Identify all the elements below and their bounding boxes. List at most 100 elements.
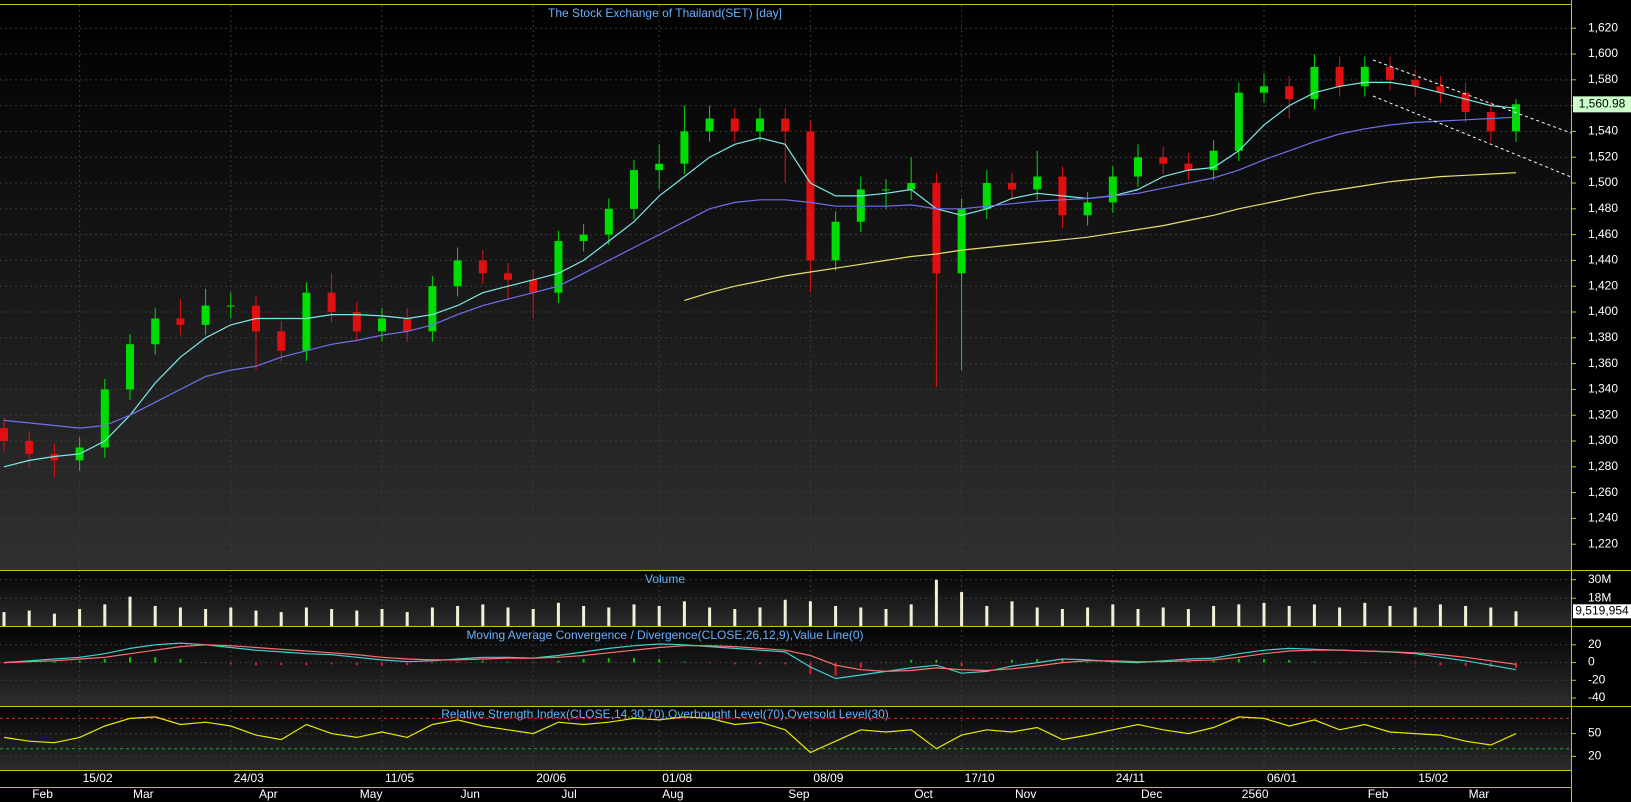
- y-tick-label: 1,620: [1588, 20, 1618, 34]
- y-tick-label: -40: [1588, 690, 1606, 704]
- candle-body: [352, 312, 361, 332]
- candle-body: [126, 344, 134, 390]
- histogram-bar: [1011, 659, 1013, 663]
- volume-bar: [582, 605, 586, 626]
- candle-body: [1134, 157, 1142, 177]
- volume-bar: [2, 612, 6, 626]
- histogram-bar: [481, 660, 484, 663]
- histogram-bar: [456, 661, 459, 663]
- y-tick-label: 20: [1588, 749, 1602, 763]
- candle-body: [25, 441, 34, 454]
- candle-body: [50, 453, 59, 461]
- histogram-bar: [1389, 662, 1391, 664]
- volume-bar: [859, 607, 863, 626]
- candle-body: [882, 189, 890, 191]
- x-tick-label: 01/08: [662, 771, 692, 785]
- volume-bar: [1086, 607, 1090, 626]
- y-tick-label: 50: [1588, 726, 1602, 740]
- candle-body: [1411, 79, 1420, 87]
- histogram-bar: [103, 659, 106, 663]
- volume-bar: [1237, 604, 1241, 626]
- volume-bar: [1111, 604, 1115, 626]
- last-value-label: 9,519,954: [1575, 603, 1629, 617]
- volume-bar: [380, 609, 384, 626]
- volume-bar: [808, 601, 812, 626]
- histogram-bar: [406, 662, 409, 666]
- candle-body: [781, 118, 790, 132]
- label-layer: 1,220 1,240 1,260 1,280 1,300 1,320 1,340 1,360…: [32, 20, 1631, 801]
- last-price-label: 1,560.98: [1579, 97, 1626, 111]
- histogram-bar: [129, 657, 131, 663]
- histogram-bar: [633, 658, 635, 663]
- volume-bar: [430, 607, 434, 626]
- volume-bar: [78, 609, 82, 626]
- volume-bar: [405, 612, 409, 626]
- histogram-bar: [582, 659, 585, 663]
- volume-bar: [1312, 604, 1316, 626]
- candle-body: [705, 118, 714, 132]
- volume-bar: [834, 605, 838, 626]
- y-tick-label: 18M: [1588, 590, 1611, 604]
- y-tick-label: 1,580: [1588, 72, 1618, 86]
- candle-body: [957, 208, 966, 274]
- x-month-label: Oct: [914, 787, 933, 801]
- x-tick-label: 20/06: [536, 771, 566, 785]
- histogram-bar: [1363, 662, 1366, 664]
- candle-body: [151, 318, 160, 345]
- y-tick-label: 1,320: [1588, 407, 1618, 421]
- volume-bar: [960, 592, 964, 626]
- histogram-bar: [381, 662, 383, 666]
- candle-body: [730, 118, 739, 132]
- volume-bar: [682, 601, 686, 626]
- volume-bar: [1060, 609, 1064, 626]
- histogram-bar: [3, 662, 5, 664]
- x-tick-label: 15/02: [83, 771, 113, 785]
- candle-body: [226, 305, 235, 307]
- candle-body: [1159, 157, 1168, 164]
- indicator-line: [3, 644, 1517, 673]
- volume-bar: [1489, 607, 1493, 626]
- main-panel: [0, 5, 1571, 570]
- candle-body: [403, 318, 412, 332]
- histogram-bar: [507, 661, 509, 663]
- x-month-label: Jun: [461, 787, 480, 801]
- y-tick-label: -20: [1588, 672, 1606, 686]
- x-tick-label: 24/03: [234, 771, 264, 785]
- volume-bar: [1186, 609, 1190, 626]
- y-tick-label: 1,380: [1588, 330, 1618, 344]
- histogram-bar: [985, 662, 988, 664]
- y-tick-label: 0: [1588, 655, 1595, 669]
- panel-title: Volume: [645, 572, 685, 586]
- candle-body: [1108, 176, 1117, 203]
- histogram-bar: [1464, 662, 1467, 667]
- y-tick-label: 1,600: [1588, 46, 1618, 60]
- candle-body: [453, 260, 462, 287]
- y-tick-label: 1,260: [1588, 485, 1618, 499]
- volume-bar: [909, 604, 913, 626]
- histogram-bar: [607, 658, 610, 663]
- histogram-bar: [1414, 662, 1417, 664]
- x-month-label: 2560: [1242, 787, 1269, 801]
- x-tick-label: 11/05: [385, 771, 414, 785]
- macd-panel: [0, 628, 1571, 706]
- candle-body: [856, 189, 865, 222]
- candle-body: [1083, 202, 1092, 216]
- volume-bar: [330, 609, 334, 626]
- volume-bar: [733, 609, 737, 626]
- histogram-bar: [859, 662, 862, 668]
- x-month-label: Feb: [1368, 787, 1389, 801]
- histogram-bar: [885, 662, 887, 664]
- volume-bar: [1464, 605, 1468, 626]
- candle-body: [529, 279, 538, 293]
- volume-bar: [279, 612, 283, 626]
- panel-title: Moving Average Convergence / Divergence(…: [466, 628, 863, 642]
- volume-bar: [1413, 607, 1417, 626]
- volume-bar: [657, 605, 661, 626]
- candle-body: [277, 331, 286, 351]
- candle-body: [1033, 176, 1042, 190]
- y-tick-label: 1,460: [1588, 227, 1618, 241]
- histogram-bar: [784, 662, 787, 665]
- indicator-line: [3, 716, 1517, 754]
- x-month-label: Mar: [1469, 787, 1490, 801]
